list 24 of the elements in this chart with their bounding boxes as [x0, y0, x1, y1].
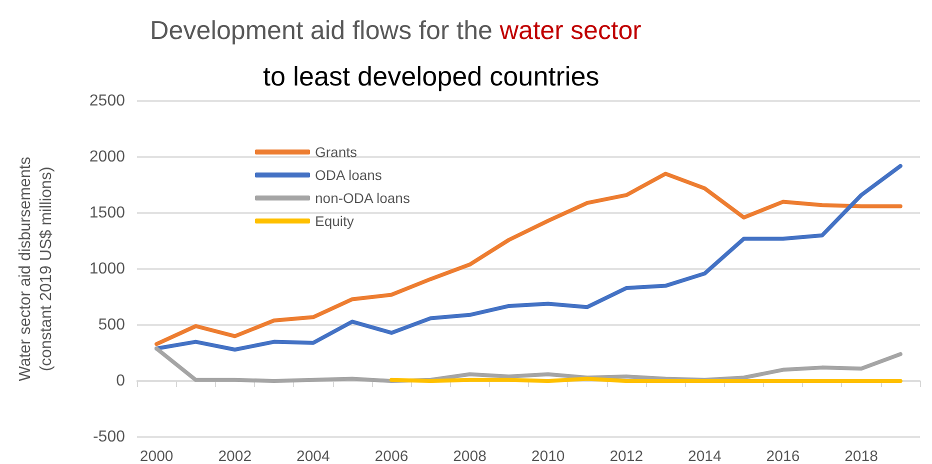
- y-tick-label: 1500: [89, 204, 126, 222]
- x-tick-label: 2000: [140, 448, 174, 464]
- y-axis-title: Water sector aid disbursements (constant 2019 US$ millions): [17, 156, 55, 382]
- y-tick-label: 0: [116, 372, 126, 390]
- legend-label: Equity: [315, 213, 354, 229]
- x-tick-label: 2002: [218, 448, 252, 464]
- x-tick-label: 2010: [531, 448, 565, 464]
- x-tick-label: 2012: [610, 448, 644, 464]
- y-tick-label: 2500: [89, 92, 126, 110]
- x-tick-label: 2006: [374, 448, 408, 464]
- x-tick-label: 2004: [296, 448, 330, 464]
- chart-title: Development aid flows for the water sector: [150, 15, 642, 45]
- y-tick-label: 2000: [89, 148, 126, 166]
- legend-label: non-ODA loans: [315, 190, 410, 206]
- y-tick-label: -500: [92, 428, 126, 446]
- x-tick-label: 2016: [766, 448, 800, 464]
- legend-label: Grants: [315, 144, 358, 160]
- legend-label: ODA loans: [315, 167, 382, 183]
- x-tick-label: 2008: [453, 448, 486, 464]
- y-tick-label: 500: [98, 316, 126, 334]
- x-tick-label: 2014: [688, 448, 722, 464]
- chart-subtitle: to least developed countries: [263, 62, 600, 92]
- x-tick-label: 2018: [844, 448, 878, 464]
- y-tick-label: 1000: [89, 260, 126, 278]
